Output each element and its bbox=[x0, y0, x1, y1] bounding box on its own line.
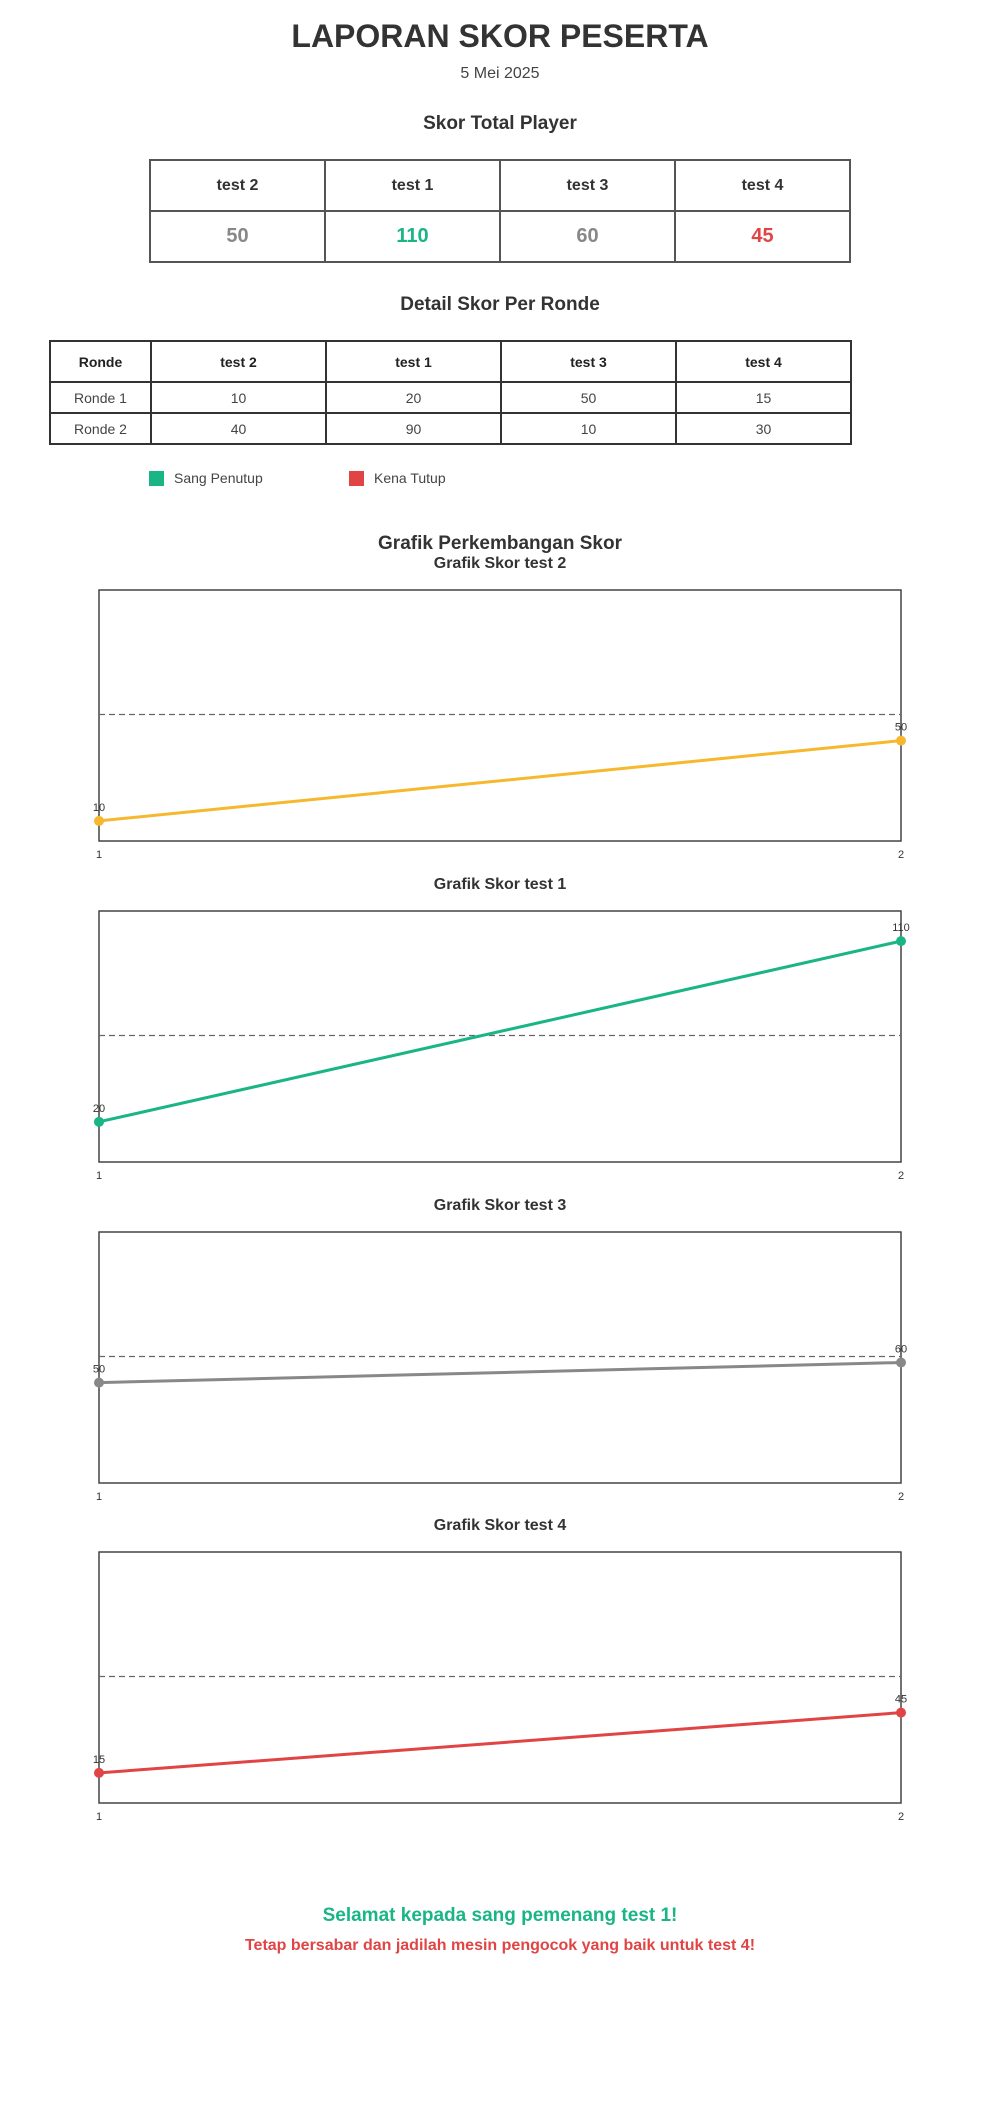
detail-score-table: Ronde test 2 test 1 test 3 test 4 Ronde … bbox=[49, 340, 852, 445]
detail-cell: Ronde 1 bbox=[49, 381, 152, 414]
detail-score-heading: Detail Skor Per Ronde bbox=[400, 294, 600, 315]
total-header-cell: test 4 bbox=[674, 159, 851, 212]
data-point bbox=[896, 1707, 906, 1718]
detail-cell: 90 bbox=[325, 412, 502, 445]
data-label: 45 bbox=[895, 1694, 907, 1706]
series-line bbox=[98, 939, 902, 1124]
data-point bbox=[94, 1767, 104, 1778]
legend-item-sang-penutup: Sang Penutup bbox=[149, 470, 263, 486]
report-date: 5 Mei 2025 bbox=[460, 65, 540, 82]
data-point bbox=[896, 735, 906, 746]
total-score-cell: 45 bbox=[674, 210, 851, 263]
data-label: 20 bbox=[93, 1103, 105, 1115]
legend-label: Sang Penutup bbox=[174, 470, 263, 486]
total-header-cell: test 1 bbox=[324, 159, 501, 212]
total-score-heading: Skor Total Player bbox=[423, 113, 577, 134]
detail-header-cell: test 4 bbox=[675, 340, 852, 383]
plot-frame bbox=[98, 1551, 902, 1804]
line-chart: 50 60 1 2 bbox=[93, 1231, 907, 1503]
legend-label: Kena Tutup bbox=[374, 470, 446, 486]
chart-title: Grafik Skor test 2 bbox=[433, 555, 567, 572]
chart-title: Grafik Skor test 1 bbox=[433, 876, 567, 893]
line-chart: 20 110 1 2 bbox=[93, 910, 910, 1182]
x-tick-label: 2 bbox=[898, 849, 904, 861]
legend-item-kena-tutup: Kena Tutup bbox=[349, 470, 446, 486]
legend-swatch-red bbox=[349, 470, 364, 486]
plot-frame bbox=[98, 910, 902, 1163]
detail-cell: 30 bbox=[675, 412, 852, 445]
data-label: 50 bbox=[895, 722, 907, 734]
report-title: LAPORAN SKOR PESERTA bbox=[291, 18, 709, 54]
series-line bbox=[98, 1361, 902, 1385]
data-label: 60 bbox=[895, 1344, 907, 1356]
detail-header-cell: test 3 bbox=[500, 340, 677, 383]
charts-heading: Grafik Perkembangan Skor bbox=[378, 533, 622, 554]
detail-cell: 40 bbox=[150, 412, 327, 445]
total-score-cell: 60 bbox=[499, 210, 676, 263]
detail-cell: 15 bbox=[675, 381, 852, 414]
data-point bbox=[896, 936, 906, 947]
plot-frame bbox=[98, 1231, 902, 1484]
detail-cell: 10 bbox=[150, 381, 327, 414]
table-row: Ronde 1 10 20 50 15 bbox=[49, 381, 852, 414]
detail-cell: 10 bbox=[500, 412, 677, 445]
loser-message: Tetap bersabar dan jadilah mesin pengoco… bbox=[244, 1937, 756, 1954]
total-header-cell: test 2 bbox=[149, 159, 326, 212]
data-label: 110 bbox=[892, 922, 910, 934]
table-row: Ronde 2 40 90 10 30 bbox=[49, 412, 852, 445]
detail-cell: Ronde 2 bbox=[49, 412, 152, 445]
total-score-table: test 2 test 1 test 3 test 4 50 110 60 45 bbox=[149, 159, 851, 263]
data-label: 50 bbox=[93, 1364, 105, 1376]
x-tick-label: 2 bbox=[898, 1170, 904, 1182]
data-point bbox=[94, 815, 104, 826]
data-point bbox=[94, 1377, 104, 1388]
x-tick-label: 1 bbox=[96, 1170, 102, 1182]
data-label: 15 bbox=[93, 1754, 105, 1766]
detail-header-cell: test 1 bbox=[325, 340, 502, 383]
data-label: 10 bbox=[93, 802, 105, 814]
total-header-cell: test 3 bbox=[499, 159, 676, 212]
x-tick-label: 1 bbox=[96, 1491, 102, 1503]
x-tick-label: 2 bbox=[898, 1811, 904, 1823]
detail-header-cell: test 2 bbox=[150, 340, 327, 383]
data-point bbox=[94, 1116, 104, 1127]
total-score-cell: 110 bbox=[324, 210, 501, 263]
legend-swatch-green bbox=[149, 470, 164, 486]
chart-title: Grafik Skor test 3 bbox=[433, 1197, 567, 1214]
data-point bbox=[896, 1357, 906, 1368]
detail-header-cell: Ronde bbox=[49, 340, 152, 383]
detail-cell: 50 bbox=[500, 381, 677, 414]
line-chart: 10 50 1 2 bbox=[93, 589, 907, 861]
x-tick-label: 2 bbox=[898, 1491, 904, 1503]
x-tick-label: 1 bbox=[96, 849, 102, 861]
series-line bbox=[98, 1711, 902, 1775]
series-line bbox=[98, 739, 902, 823]
detail-cell: 20 bbox=[325, 381, 502, 414]
total-score-cell: 50 bbox=[149, 210, 326, 263]
x-tick-label: 1 bbox=[96, 1811, 102, 1823]
winner-message: Selamat kepada sang pemenang test 1! bbox=[322, 1905, 678, 1926]
chart-title: Grafik Skor test 4 bbox=[433, 1517, 567, 1534]
line-chart: 15 45 1 2 bbox=[93, 1551, 907, 1823]
plot-frame bbox=[98, 589, 902, 842]
